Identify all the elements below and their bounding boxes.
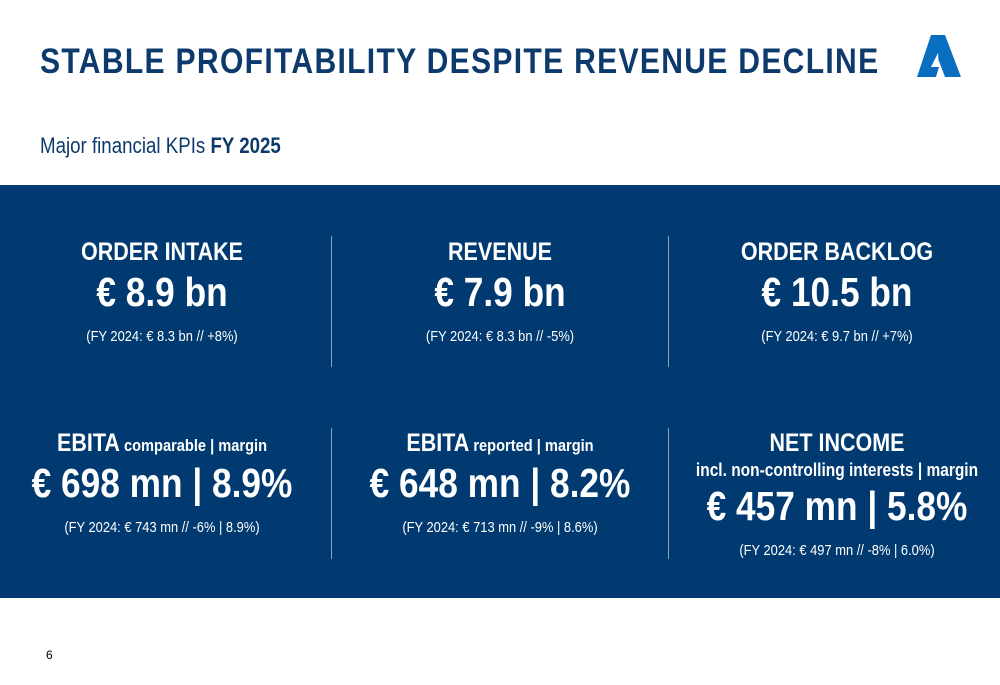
- kpi-value: € 648 mn | 8.2%: [369, 460, 631, 506]
- kpi-net-income: NET INCOME incl. non-controlling interes…: [672, 429, 1000, 559]
- kpi-previous: (FY 2024: € 8.3 bn // -5%): [425, 328, 575, 345]
- kpi-ebita-reported: EBITA reported | margin € 648 mn | 8.2% …: [335, 429, 665, 536]
- kpi-previous: (FY 2024: € 9.7 bn // +7%): [761, 328, 913, 345]
- kpi-label: REVENUE: [448, 238, 552, 266]
- kpi-sublabel: incl. non-controlling interests | margin: [695, 460, 979, 480]
- divider: [668, 428, 669, 559]
- kpi-label: NET INCOME: [769, 429, 905, 457]
- kpi-panel: ORDER INTAKE € 8.9 bn (FY 2024: € 8.3 bn…: [0, 185, 1000, 598]
- kpi-label: EBITA reported | margin: [358, 429, 642, 458]
- kpi-order-intake: ORDER INTAKE € 8.9 bn (FY 2024: € 8.3 bn…: [0, 238, 327, 345]
- kpi-value: € 8.9 bn: [96, 269, 228, 315]
- kpi-label: ORDER INTAKE: [80, 238, 244, 266]
- slide-subtitle: Major financial KPIs FY 2025: [40, 133, 281, 159]
- subtitle-year: FY 2025: [210, 133, 281, 158]
- page-number: 6: [46, 648, 53, 662]
- kpi-previous: (FY 2024: € 8.3 bn // +8%): [86, 328, 238, 345]
- kpi-value: € 698 mn | 8.9%: [31, 460, 293, 506]
- kpi-value: € 10.5 bn: [761, 269, 913, 315]
- company-logo-icon: [917, 35, 961, 77]
- kpi-previous: (FY 2024: € 743 mn // -6% | 8.9%): [64, 519, 260, 536]
- kpi-label-suffix: reported | margin: [469, 436, 594, 455]
- kpi-previous: (FY 2024: € 713 mn // -9% | 8.6%): [402, 519, 598, 536]
- kpi-label-main: EBITA: [56, 429, 120, 457]
- divider: [331, 236, 332, 367]
- kpi-label-suffix: comparable | margin: [119, 436, 268, 455]
- kpi-previous: (FY 2024: € 497 mn // -8% | 6.0%): [739, 542, 935, 559]
- slide-title: STABLE PROFITABILITY DESPITE REVENUE DEC…: [40, 42, 880, 81]
- kpi-label-main: EBITA: [406, 429, 470, 457]
- kpi-ebita-comparable: EBITA comparable | margin € 698 mn | 8.9…: [0, 429, 327, 536]
- divider: [668, 236, 669, 367]
- subtitle-text: Major financial KPIs: [40, 133, 211, 158]
- kpi-order-backlog: ORDER BACKLOG € 10.5 bn (FY 2024: € 9.7 …: [672, 238, 1000, 345]
- kpi-revenue: REVENUE € 7.9 bn (FY 2024: € 8.3 bn // -…: [335, 238, 665, 345]
- kpi-label: ORDER BACKLOG: [740, 238, 934, 266]
- kpi-label: EBITA comparable | margin: [20, 429, 304, 458]
- kpi-value: € 7.9 bn: [434, 269, 566, 315]
- divider: [331, 428, 332, 559]
- kpi-value: € 457 mn | 5.8%: [706, 483, 968, 529]
